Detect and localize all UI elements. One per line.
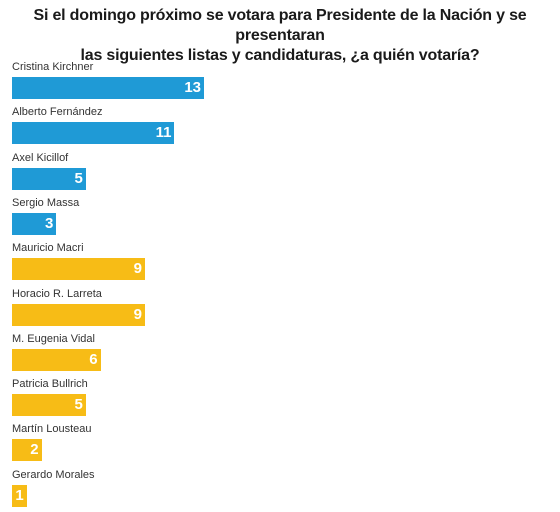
bar-row: Horacio R. Larreta 9 (12, 287, 552, 331)
bar-row: Martín Lousteau 2 (12, 422, 552, 466)
category-label: Patricia Bullrich (12, 378, 88, 391)
category-label: Sergio Massa (12, 196, 80, 209)
bar-row: Gerardo Morales 1 (12, 468, 552, 512)
bar-value-label: 9 (133, 260, 142, 278)
bar-value-label: 11 (155, 124, 172, 142)
bar: 13 (12, 77, 204, 99)
bar-value-label: 9 (133, 305, 142, 323)
bar-value-label: 3 (44, 214, 54, 232)
bar-row: M. Eugenia Vidal 6 (12, 332, 552, 376)
bar-row: Sergio Massa 3 (12, 196, 552, 240)
chart-title-line-1: Si el domingo próximo se votara para Pre… (33, 7, 527, 44)
bar: 9 (12, 258, 145, 281)
bar: 3 (12, 212, 57, 235)
category-label: Mauricio Macri (12, 242, 84, 255)
category-label: Cristina Kirchner (12, 61, 94, 73)
bar: 5 (12, 394, 86, 417)
bar-value-label: 13 (184, 79, 201, 96)
bar: 1 (12, 484, 27, 507)
bar: 11 (12, 122, 175, 145)
bar-value-label: 2 (30, 441, 39, 459)
bar-value-label: 5 (74, 169, 83, 187)
bar-row: Axel Kicillof 5 (12, 151, 552, 195)
bar-value-label: 6 (89, 350, 98, 368)
chart-title-line-2: las siguientes listas y candidaturas, ¿a… (80, 47, 480, 64)
category-label: Alberto Fernández (12, 106, 103, 119)
bar-row: Alberto Fernández 11 (12, 105, 552, 149)
bar: 9 (12, 303, 145, 326)
category-label: M. Eugenia Vidal (12, 332, 95, 345)
bar: 5 (12, 167, 86, 190)
category-label: Axel Kicillof (12, 151, 69, 164)
bar-row: Cristina Kirchner 13 (12, 60, 552, 104)
category-label: Martín Lousteau (12, 423, 92, 436)
bar-value-label: 1 (15, 486, 24, 504)
bar-value-label: 5 (74, 396, 83, 414)
category-label: Horacio R. Larreta (12, 287, 102, 300)
category-label: Gerardo Morales (12, 468, 95, 481)
bar: 6 (12, 348, 101, 371)
bar-row: Mauricio Macri 9 (12, 241, 552, 285)
chart-title: Si el domingo próximo se votara para Pre… (0, 6, 560, 66)
bar: 2 (12, 439, 42, 462)
bar-row: Patricia Bullrich 5 (12, 377, 552, 421)
